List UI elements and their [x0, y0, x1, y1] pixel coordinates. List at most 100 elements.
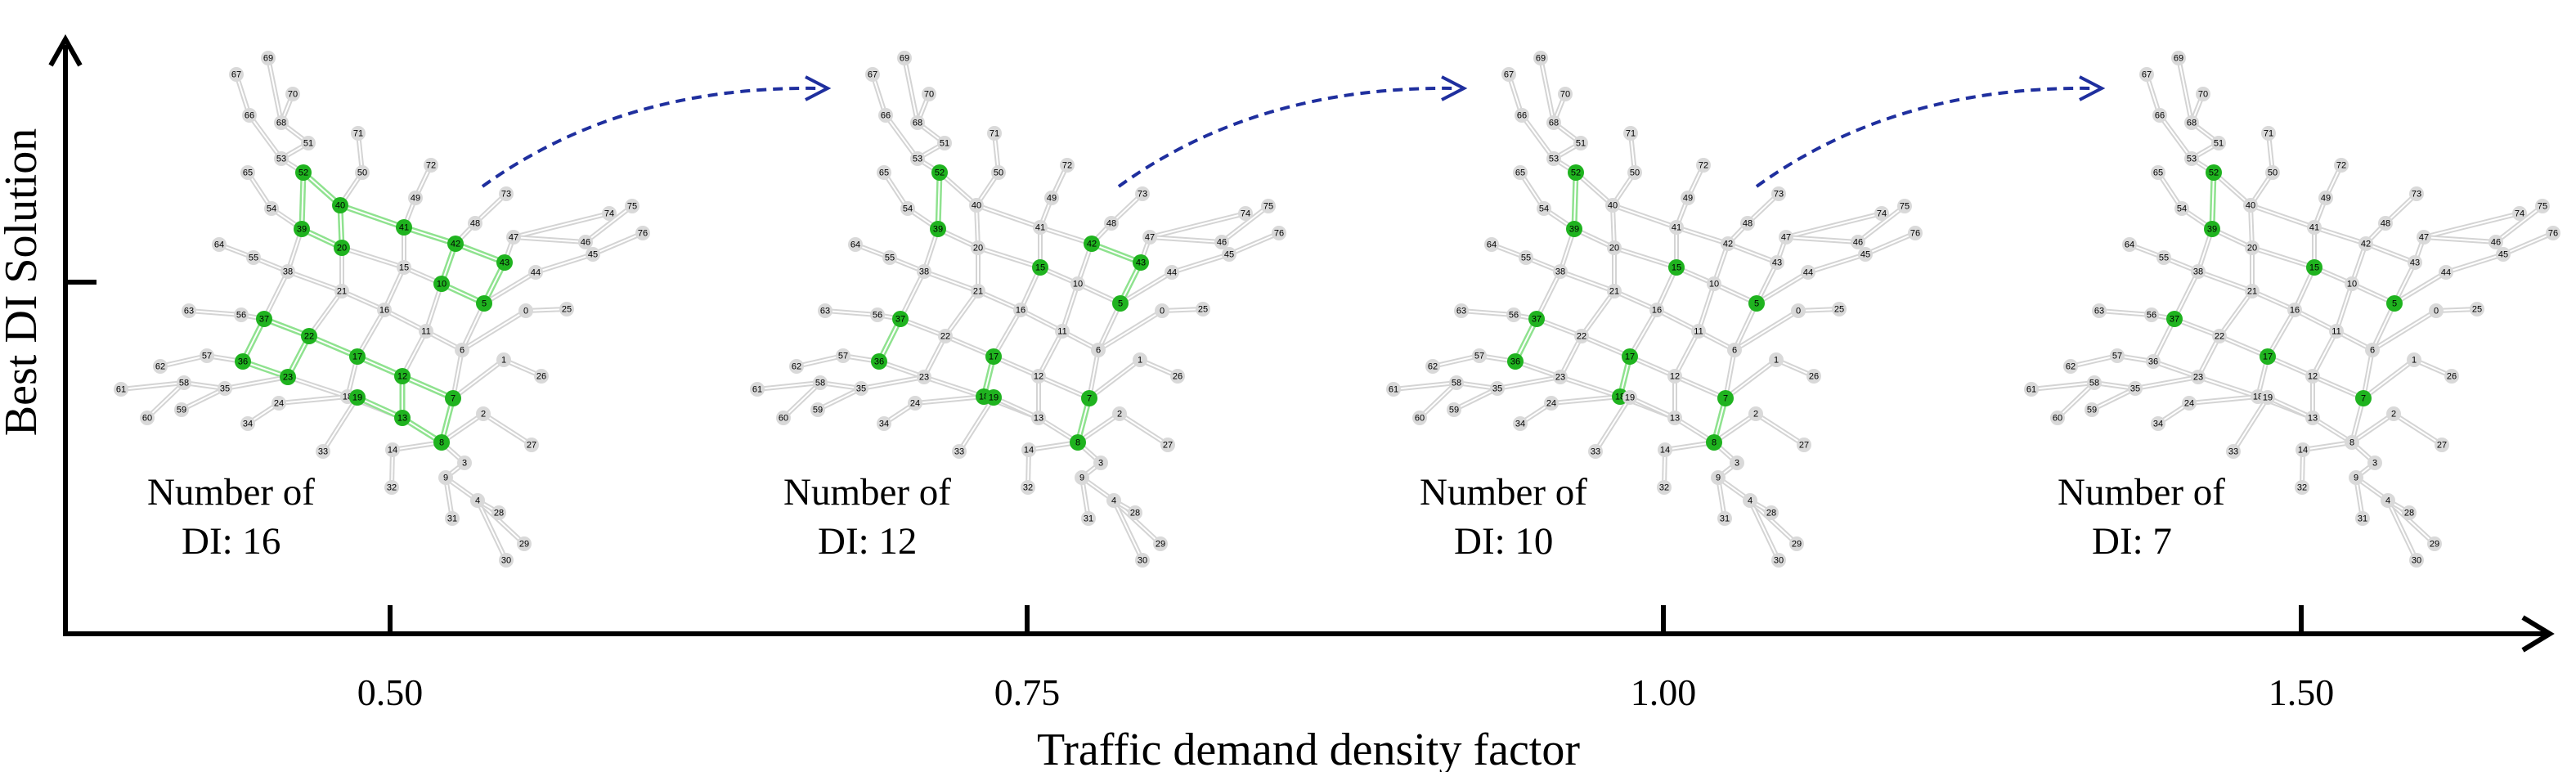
network-node	[1707, 276, 1721, 291]
network-node	[559, 302, 574, 316]
node-label: 44	[2441, 268, 2451, 278]
node-label: 34	[879, 420, 889, 429]
network-node	[2110, 348, 2125, 363]
node-label: 8	[439, 438, 444, 448]
node-label: 51	[303, 139, 313, 149]
network-node	[301, 136, 316, 150]
node-label: 32	[2297, 483, 2307, 493]
network-node	[971, 284, 985, 298]
node-label: 42	[1087, 240, 1097, 249]
link-centerline	[1393, 382, 1457, 390]
node-label: 76	[638, 229, 648, 239]
node-label: 1	[501, 356, 506, 366]
node-label: 61	[2026, 385, 2036, 395]
network-node	[2427, 536, 2442, 551]
di-node	[2206, 164, 2222, 181]
di-node	[1748, 295, 1765, 312]
link-centerline	[287, 376, 348, 397]
node-label: 21	[973, 287, 983, 297]
network-node	[1021, 480, 1035, 495]
node-label: 62	[2066, 362, 2076, 372]
node-label: 42	[1723, 240, 1733, 249]
network-node	[2245, 240, 2260, 255]
link-centerline	[885, 114, 918, 159]
node-label: 1	[2412, 356, 2417, 366]
link-centerline	[303, 172, 341, 206]
network-node	[2211, 136, 2226, 150]
node-label: 40	[2246, 201, 2255, 211]
node-label: 59	[813, 406, 823, 415]
link-centerline	[188, 310, 242, 316]
link-centerline	[159, 355, 208, 367]
node-label: 15	[399, 263, 409, 273]
node-label: 76	[1274, 229, 1284, 239]
network-node	[1081, 511, 1096, 526]
node-label: 63	[2094, 307, 2104, 316]
link-centerline	[1560, 271, 1615, 292]
network-node	[385, 442, 400, 457]
node-label: 27	[527, 441, 536, 451]
di-node	[295, 164, 312, 181]
link-centerline	[958, 397, 994, 452]
node-label: 0	[1796, 307, 1801, 316]
network-node	[2243, 198, 2258, 213]
node-label: 70	[924, 90, 934, 100]
link-centerline	[2423, 213, 2520, 238]
node-label: 26	[2447, 372, 2457, 382]
node-label: 37	[2170, 315, 2179, 325]
node-label: 17	[1625, 352, 1635, 362]
link-centerline	[2197, 271, 2253, 292]
node-label: 18	[1615, 393, 1625, 402]
node-label: 48	[1106, 219, 1116, 229]
node-label: 43	[1772, 258, 1782, 268]
node-label: 30	[1774, 556, 1784, 566]
node-label: 63	[1456, 307, 1466, 316]
network-node	[1740, 216, 1755, 231]
network-node	[1093, 456, 1108, 470]
link-centerline	[287, 271, 343, 292]
node-label: 45	[2498, 250, 2508, 260]
transition-arrowhead-1	[805, 75, 832, 101]
link-centerline	[2363, 349, 2373, 399]
node-label: 54	[903, 204, 913, 214]
link-centerline	[923, 376, 985, 397]
link-centerline	[1149, 236, 1223, 243]
node-label: 26	[536, 372, 546, 382]
node-label: 15	[2309, 263, 2319, 273]
network-node	[229, 67, 244, 82]
node-label: 19	[1625, 393, 1635, 403]
network-node	[2535, 199, 2550, 213]
network-node	[1142, 230, 1157, 245]
node-label: 57	[838, 352, 848, 361]
network-node	[897, 51, 912, 65]
link-centerline	[1629, 309, 1658, 357]
network-node	[1519, 250, 1533, 265]
node-label: 32	[1023, 483, 1033, 493]
network-node	[384, 480, 399, 495]
node-label: 1	[1774, 356, 1779, 366]
link-centerline	[1674, 375, 1726, 399]
di-node	[396, 219, 412, 236]
x-tick-label-1: 0.75	[994, 671, 1061, 713]
link-centerline	[817, 388, 862, 411]
node-label: 11	[1694, 327, 1703, 337]
node-label: 37	[895, 315, 905, 325]
network-node	[1013, 303, 1028, 317]
network-node	[1874, 206, 1889, 221]
network-node	[1546, 151, 1561, 166]
di-node	[2166, 311, 2183, 327]
node-label: 52	[935, 168, 945, 178]
network-node	[1669, 220, 1684, 235]
node-label: 14	[1660, 446, 1670, 456]
network-node	[2151, 165, 2165, 180]
link-centerline	[2267, 356, 2313, 377]
network-node	[2196, 87, 2210, 101]
node-label: 19	[352, 393, 362, 403]
network-node	[1447, 402, 1461, 417]
node-label: 23	[2193, 373, 2203, 383]
link-centerline	[1061, 283, 1079, 332]
network-node	[2546, 226, 2560, 240]
network-node	[1769, 352, 1784, 367]
